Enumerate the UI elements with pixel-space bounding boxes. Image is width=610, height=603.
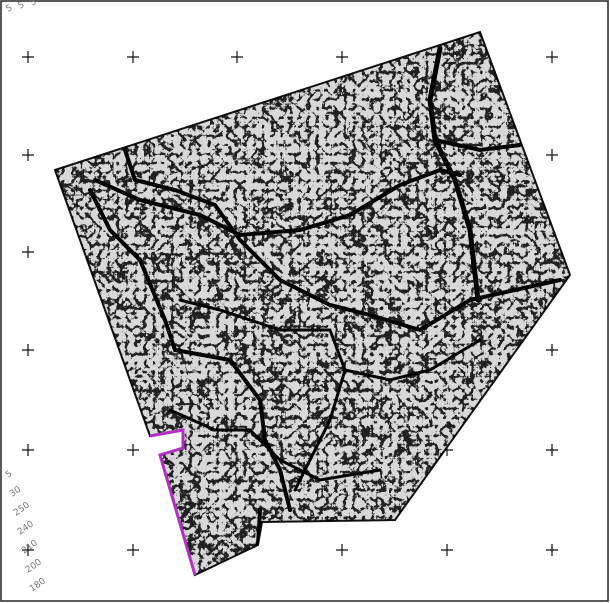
grid-cross: [546, 544, 558, 556]
grid-cross: [22, 246, 34, 258]
axis-label: 5: [4, 469, 14, 480]
grid-cross: [127, 544, 139, 556]
grid-cross: [22, 51, 34, 63]
edge-label: 5: [17, 0, 27, 12]
boundary-edge: [149, 428, 197, 576]
edge-label: 5: [29, 0, 39, 9]
grid-cross: [22, 149, 34, 161]
grid-cross: [22, 544, 34, 556]
grid-cross: [22, 444, 34, 456]
grid-cross: [22, 344, 34, 356]
grid-cross: [231, 51, 243, 63]
grid-cross: [546, 344, 558, 356]
edge-label: 5: [5, 3, 15, 15]
grid-cross: [336, 544, 348, 556]
grid-cross: [546, 149, 558, 161]
grid-cross: [546, 444, 558, 456]
grid-cross: [336, 51, 348, 63]
grid-cross: [546, 51, 558, 63]
grid-cross: [127, 51, 139, 63]
faults: [88, 45, 562, 547]
grid-cross: [441, 544, 453, 556]
grid-cross: [127, 444, 139, 456]
